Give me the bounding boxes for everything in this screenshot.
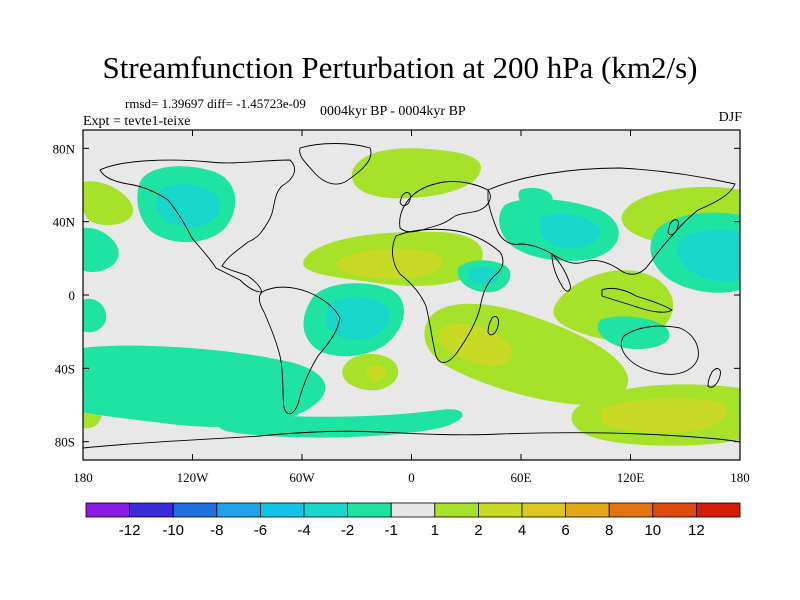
- lon-tick-label: 0: [408, 470, 415, 485]
- colorbar-swatch: [477, 502, 523, 518]
- contour-positive: [83, 181, 134, 226]
- coast-europe: [399, 181, 491, 233]
- colorbar-label: -12: [119, 522, 141, 539]
- contour-positive: [335, 248, 443, 279]
- axis-ticks: 180 120W 60W 0 60E 120E 180 80N 40N 0 40S 80S: [53, 130, 750, 485]
- colorbar-swatch: [434, 502, 479, 518]
- lon-tick-label: 60E: [511, 470, 532, 485]
- contour-positive: [351, 148, 481, 199]
- contour-negative: [83, 345, 326, 427]
- coast-india: [551, 252, 571, 292]
- lon-tick-label: 60W: [289, 470, 315, 485]
- lat-tick-label: 80S: [55, 435, 75, 450]
- coast-north-america: [99, 159, 295, 293]
- colorbar-label: 10: [644, 522, 661, 539]
- contour-negative: [676, 229, 740, 282]
- coast-africa: [392, 228, 504, 363]
- colorbar-label: -2: [341, 522, 354, 539]
- contour-negative: [539, 213, 601, 248]
- lat-tick-label: 40S: [55, 361, 75, 376]
- season-label: DJF: [718, 110, 742, 125]
- lat-tick-label: 80N: [53, 141, 76, 156]
- contour-negative: [83, 298, 107, 333]
- contour-negative: [597, 316, 670, 350]
- colorbar-label: -8: [210, 522, 223, 539]
- colorbar-label: 6: [561, 522, 569, 539]
- colorbar-swatch: [303, 502, 348, 518]
- contour-negative: [83, 227, 119, 272]
- lat-tick-label: 40N: [53, 215, 76, 230]
- colorbar-label: 1: [431, 522, 439, 539]
- coast-australia: [620, 325, 699, 375]
- coast-greenland: [299, 143, 372, 185]
- coast-antarctica: [83, 430, 740, 449]
- colorbar-label: 8: [605, 522, 613, 539]
- colorbar-swatch: [696, 502, 741, 518]
- contour-negative: [156, 183, 221, 228]
- contour-positive: [600, 398, 728, 433]
- colorbar-swatch: [259, 502, 305, 518]
- stats-text: rmsd= 1.39697 diff= -1.45723e-09: [125, 96, 306, 111]
- colorbar-swatch: [347, 502, 392, 518]
- colorbar-label: 2: [474, 522, 482, 539]
- contour-positive: [366, 364, 386, 382]
- colorbar-label: -4: [297, 522, 310, 539]
- contour-negative: [325, 296, 390, 341]
- colorbar-swatch: [129, 502, 174, 518]
- contour-positive: [440, 323, 513, 367]
- colorbar-label: 12: [688, 522, 705, 539]
- colorbar-label: -6: [254, 522, 267, 539]
- colorbar-swatch: [85, 502, 130, 518]
- lon-tick-label: 120W: [177, 470, 210, 485]
- colorbar-swatch: [216, 502, 261, 518]
- colorbar-swatch: [521, 502, 566, 518]
- contour-negative: [215, 409, 463, 438]
- colorbar-label: -10: [162, 522, 184, 539]
- lat-tick-label: 0: [69, 288, 76, 303]
- lon-tick-label: 180: [73, 470, 93, 485]
- colorbar-swatch: [390, 502, 436, 518]
- colorbar: -12 -10 -8 -6 -4 -2 -1 1 2 4 6 8 10 12: [85, 502, 741, 539]
- coast-indonesia: [601, 287, 673, 313]
- coast-madagascar: [487, 315, 499, 336]
- lon-tick-label: 120E: [617, 470, 645, 485]
- coast-south-america: [258, 286, 341, 415]
- colorbar-swatch: [172, 502, 218, 518]
- colorbar-swatch: [608, 502, 654, 518]
- coastlines: [83, 143, 740, 449]
- coast-asia: [487, 167, 736, 275]
- colorbar-swatch: [565, 502, 610, 518]
- contour-negative: [518, 188, 553, 208]
- colorbar-label: -1: [385, 522, 398, 539]
- coast-uk: [399, 192, 411, 207]
- period-label: 0004kyr BP - 0004kyr BP: [320, 104, 466, 119]
- lon-tick-label: 180: [730, 470, 750, 485]
- coast-japan: [667, 219, 679, 236]
- contour-fields: [83, 148, 740, 446]
- experiment-label: Expt = tevte1-teixe: [83, 114, 191, 129]
- colorbar-swatch: [652, 502, 697, 518]
- coast-new-zealand: [707, 368, 721, 388]
- colorbar-label: 4: [518, 522, 526, 539]
- plot-title: Streamfunction Perturbation at 200 hPa (…: [102, 50, 698, 85]
